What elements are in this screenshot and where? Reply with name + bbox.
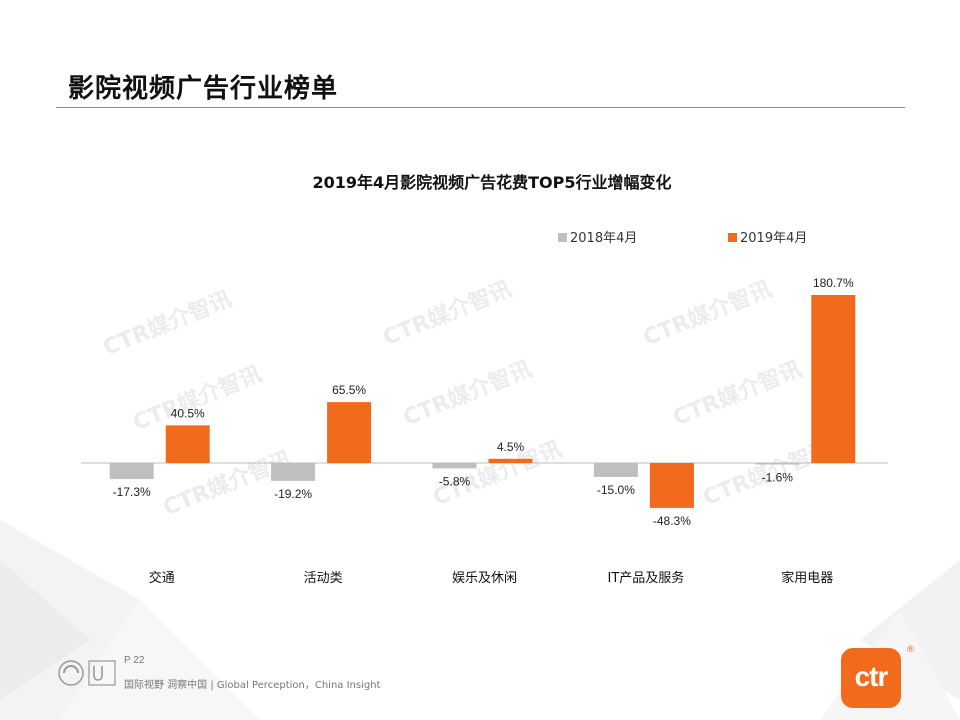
category-label: IT产品及服务 [608,570,685,586]
data-label: -1.6% [762,470,794,484]
registered-mark: ® [906,645,915,655]
bar [811,295,856,463]
data-label: 65.5% [332,383,366,397]
legend-swatch [728,233,737,242]
data-label: -19.2% [274,487,312,501]
legend-swatch [558,233,567,242]
page-number: P 22 [124,655,145,666]
watermark: CTR媒介智讯 [399,356,535,431]
data-label: -15.0% [597,483,635,497]
legend-label: 2019年4月 [740,231,807,246]
ctr-logo-text: ctr [854,661,889,692]
bar [327,402,372,463]
bar [109,463,154,480]
data-label: 40.5% [171,406,205,420]
page-title: 影院视频广告行业榜单 [68,74,339,104]
category-label: 娱乐及休闲 [452,571,517,586]
watermark: CTR媒介智讯 [99,286,235,361]
certification-logos [58,660,116,686]
bar [488,458,533,463]
category-label: 活动类 [304,571,343,586]
data-label: 4.5% [497,440,525,454]
watermark: CTR媒介智讯 [379,276,515,351]
category-label: 交通 [149,570,175,586]
data-label: -17.3% [113,485,151,499]
watermark: CTR媒介智讯 [129,361,265,436]
bar [165,425,210,463]
footer-slogan: 国际视野 洞察中国 | Global Perception，China Insi… [124,680,381,691]
data-label: 180.7% [813,276,854,290]
chart-title: 2019年4月影院视频广告花费TOP5行业增幅变化 [312,173,671,192]
watermark: CTR媒介智讯 [639,276,775,351]
bar [271,463,316,481]
watermark: CTR媒介智讯 [669,356,805,431]
title-divider [56,107,905,108]
bar [593,463,638,477]
ctr-logo: ctr [841,648,901,708]
category-label: 家用电器 [781,570,833,586]
bar [755,463,800,465]
bar [649,463,694,508]
data-label: -5.8% [439,474,471,488]
legend-label: 2018年4月 [570,231,637,246]
data-label: -48.3% [653,514,691,528]
bar [432,463,477,469]
